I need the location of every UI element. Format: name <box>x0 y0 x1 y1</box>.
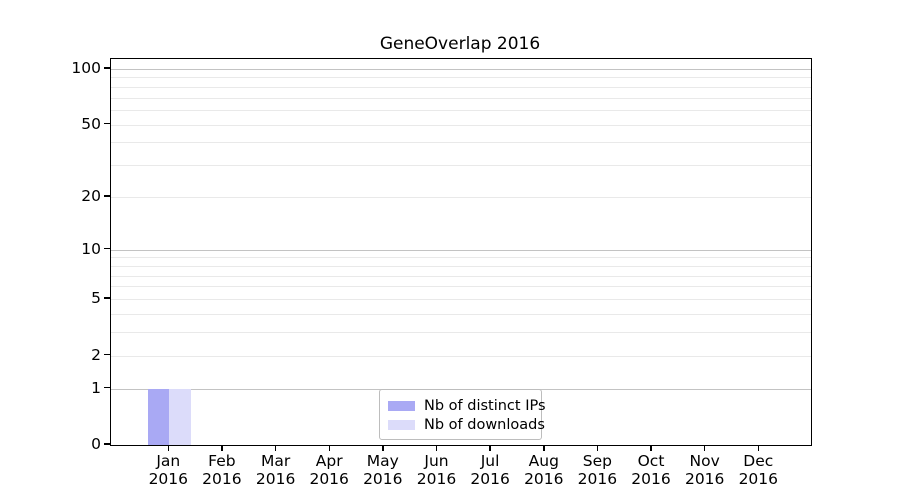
gridline-minor <box>111 124 811 126</box>
y-tick-label: 10 <box>81 239 101 258</box>
legend-swatch-distinct-ips <box>388 400 415 411</box>
x-tick-mark <box>274 445 277 451</box>
legend-label-distinct-ips: Nb of distinct IPs <box>424 397 546 414</box>
y-tick-mark <box>104 195 110 197</box>
y-tick-mark <box>104 443 110 445</box>
legend-item-downloads: Nb of downloads <box>388 415 545 434</box>
chart-title: GeneOverlap 2016 <box>379 34 541 54</box>
bar-nb-of-distinct-ips <box>147 388 170 445</box>
legend-item-distinct-ips: Nb of distinct IPs <box>388 396 546 415</box>
gridline-minor <box>111 355 811 357</box>
x-tick-mark <box>328 445 330 451</box>
gridline-major <box>111 249 811 251</box>
y-tick-mark <box>104 353 110 356</box>
x-tick-label: Nov 2016 <box>684 452 725 488</box>
gridline-minor <box>111 313 811 315</box>
gridline-minor <box>111 165 811 167</box>
x-tick-mark <box>489 445 491 451</box>
x-tick-mark <box>703 445 706 451</box>
y-tick-mark <box>104 67 110 69</box>
y-tick-label: 0 <box>91 435 101 453</box>
y-tick-label: 1 <box>91 378 101 397</box>
y-tick-mark <box>104 386 110 389</box>
y-tick-label: 2 <box>91 345 101 364</box>
x-tick-label: Feb 2016 <box>202 452 242 488</box>
x-tick-label: Sep 2016 <box>577 452 618 488</box>
x-tick-label: Aug 2016 <box>524 452 564 488</box>
gridline-minor <box>111 86 811 88</box>
gridline-minor <box>111 257 811 259</box>
x-tick-label: Jan 2016 <box>148 452 189 488</box>
y-tick-label: 50 <box>81 114 101 133</box>
gridline-minor <box>111 196 811 198</box>
y-tick-mark <box>104 297 110 299</box>
y-tick-mark <box>104 122 110 125</box>
x-tick-label: Jun 2016 <box>416 452 457 488</box>
x-tick-mark <box>167 445 170 451</box>
x-tick-mark <box>221 445 223 451</box>
legend: Nb of distinct IPs Nb of downloads <box>379 389 546 440</box>
gridline-minor <box>111 275 811 277</box>
y-tick-label: 20 <box>81 186 101 205</box>
legend-swatch-downloads <box>388 419 415 430</box>
y-tick-label: 5 <box>91 289 101 307</box>
gridline-major <box>111 68 811 70</box>
bar-nb-of-downloads <box>169 388 191 445</box>
y-tick-mark <box>104 247 110 250</box>
gridline-minor <box>111 332 811 333</box>
x-tick-label: Jul 2016 <box>470 452 510 488</box>
gridline-minor <box>111 265 811 267</box>
gridline-minor <box>111 299 811 300</box>
x-tick-label: Apr 2016 <box>309 452 349 488</box>
gridline-minor <box>111 110 811 111</box>
x-tick-mark <box>650 445 652 451</box>
gridline-minor <box>111 142 811 144</box>
x-tick-mark <box>757 445 759 451</box>
gridline-minor <box>111 97 811 99</box>
legend-label-downloads: Nb of downloads <box>424 416 545 433</box>
gridline-minor <box>111 286 811 288</box>
gridline-minor <box>111 77 811 79</box>
x-tick-label: Mar 2016 <box>255 452 296 488</box>
x-tick-mark <box>382 445 384 451</box>
x-tick-label: Dec 2016 <box>738 452 779 488</box>
x-tick-label: May 2016 <box>363 452 403 488</box>
x-tick-mark <box>596 445 599 451</box>
x-tick-label: Oct 2016 <box>631 452 671 488</box>
y-tick-label: 100 <box>71 58 101 77</box>
plot-area: Nb of distinct IPs Nb of downloads <box>110 58 812 446</box>
x-tick-mark <box>543 445 545 451</box>
x-tick-mark <box>435 445 438 451</box>
